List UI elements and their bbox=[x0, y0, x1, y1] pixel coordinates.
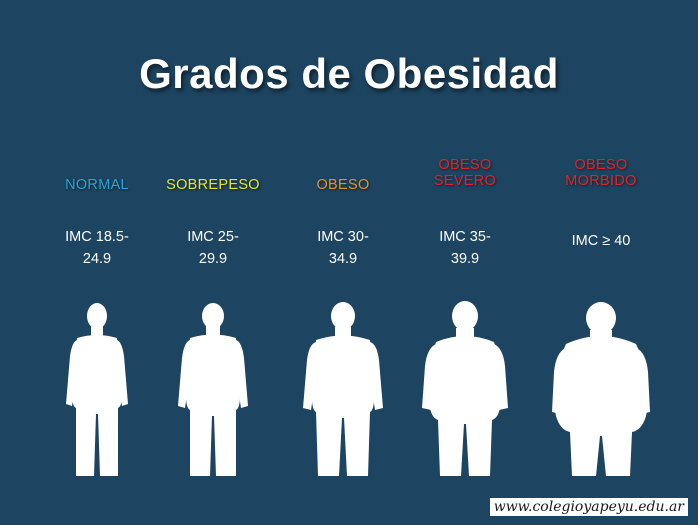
category-column-sobrepeso: SOBREPESO IMC 25- 29.9 bbox=[148, 0, 278, 525]
category-label-line: OBESO bbox=[316, 177, 370, 193]
imc-range-obeso-severo: IMC 35- 39.9 bbox=[400, 226, 530, 270]
imc-range-line: 39.9 bbox=[450, 251, 480, 267]
category-label-sobrepeso: SOBREPESO bbox=[148, 177, 278, 193]
category-label-line: OBESO bbox=[574, 157, 628, 173]
imc-range-line: 24.9 bbox=[82, 251, 112, 267]
person-silhouette-icon bbox=[400, 296, 530, 482]
person-silhouette-icon bbox=[32, 296, 162, 482]
category-label-obeso-morbido: OBESO MORBIDO bbox=[536, 157, 666, 189]
category-label-line: SOBREPESO bbox=[166, 177, 260, 193]
person-silhouette-icon bbox=[148, 296, 278, 482]
category-column-obeso: OBESO IMC 30- 34.9 bbox=[278, 0, 408, 525]
category-column-obeso-morbido: OBESO MORBIDO IMC ≥ 40 bbox=[536, 0, 666, 525]
category-label-obeso-severo: OBESO SEVERO bbox=[400, 157, 530, 189]
imc-range-line: IMC ≥ 40 bbox=[571, 233, 631, 249]
imc-range-line: IMC 25- bbox=[187, 229, 239, 245]
infographic-title: Grados de Obesidad bbox=[139, 50, 559, 97]
imc-range-obeso-morbido: IMC ≥ 40 bbox=[536, 230, 666, 252]
imc-range-line: 29.9 bbox=[198, 251, 228, 267]
category-column-obeso-severo: OBESO SEVERO IMC 35- 39.9 bbox=[400, 0, 530, 525]
person-silhouette-icon bbox=[278, 296, 408, 482]
person-silhouette-icon bbox=[536, 296, 666, 482]
imc-range-line: IMC 35- bbox=[439, 229, 491, 245]
imc-range-obeso: IMC 30- 34.9 bbox=[278, 226, 408, 270]
category-label-line: OBESO bbox=[438, 157, 492, 173]
category-label-line: MORBIDO bbox=[565, 173, 637, 189]
imc-range-sobrepeso: IMC 25- 29.9 bbox=[148, 226, 278, 270]
category-label-line: SEVERO bbox=[433, 173, 497, 189]
category-label-line: NORMAL bbox=[65, 177, 129, 193]
imc-range-line: 34.9 bbox=[328, 251, 358, 267]
category-column-normal: NORMAL IMC 18.5- 24.9 bbox=[32, 0, 162, 525]
category-label-normal: NORMAL bbox=[32, 177, 162, 193]
imc-range-line: IMC 30- bbox=[317, 229, 369, 245]
website-watermark: www.colegioyapeyu.edu.ar bbox=[489, 498, 688, 516]
imc-range-line: IMC 18.5- bbox=[65, 229, 129, 245]
imc-range-normal: IMC 18.5- 24.9 bbox=[32, 226, 162, 270]
category-label-obeso: OBESO bbox=[278, 177, 408, 193]
